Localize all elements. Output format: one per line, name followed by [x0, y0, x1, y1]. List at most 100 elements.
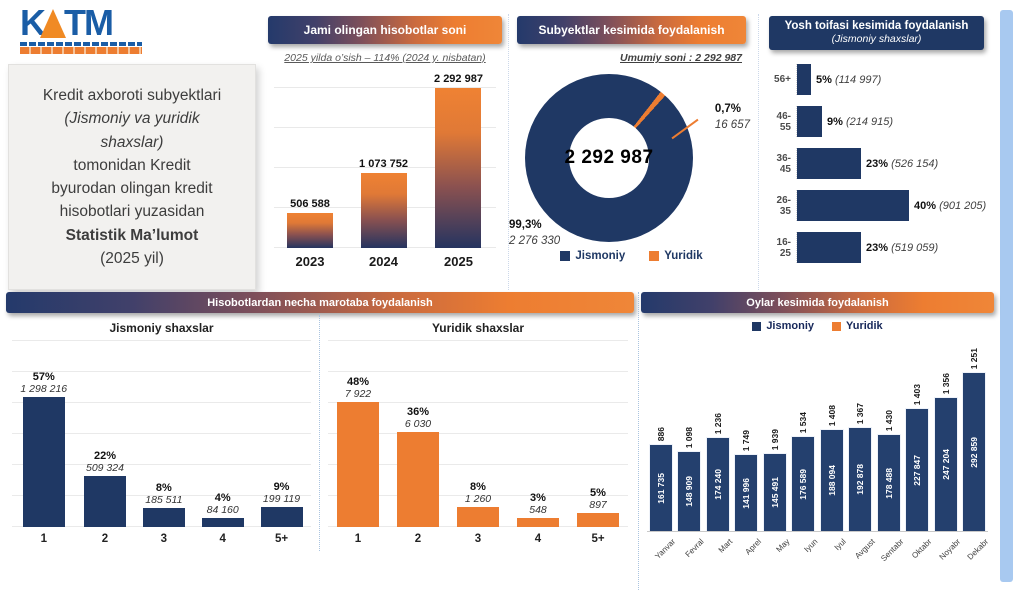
usage-bar [397, 432, 439, 527]
panel-usage-frequency: Hisobotlardan necha marotaba foydalanish… [4, 292, 636, 590]
month-label-wrap: Aprel [732, 532, 763, 564]
jismoniy-value-label: 227 847 [912, 454, 923, 486]
bar-value-label: 506 588 [290, 198, 330, 210]
year-bar-column: 2 292 987 2025 [434, 73, 483, 270]
bar-2023 [287, 213, 334, 248]
panel-age-groups: Yosh toifasi kesimida foydalanish (Jismo… [758, 14, 994, 290]
age-percent: 5% [816, 73, 832, 86]
usage-bar [457, 507, 499, 527]
age-bar [797, 190, 909, 221]
jismoniy-value-label: 178 488 [883, 467, 894, 499]
age-bar [797, 64, 811, 95]
age-percent: 23% [866, 157, 889, 170]
age-value-label: 23% (526 154) [866, 158, 938, 170]
month-label-wrap: Sentabr [875, 532, 905, 564]
jismoniy-bar: 141 996 [734, 454, 759, 532]
usage-bar [577, 513, 619, 527]
yuridik-value-label: 1 534 [798, 411, 809, 433]
usage-bar [142, 508, 185, 527]
month-label-wrap: Fevral [675, 532, 706, 564]
yuridik-value-label: 1 236 [712, 412, 723, 434]
legend-label: Jismoniy [575, 250, 626, 262]
katm-logo-text: K TM [20, 5, 152, 41]
month-column: 1 367 192 878 Avgust [846, 334, 877, 564]
age-value-label: 23% (519 059) [866, 242, 938, 254]
usage-bar [260, 507, 303, 527]
usage-count: 6 030 [404, 418, 432, 430]
month-label: Oktabr [910, 537, 934, 561]
jismoniy-value-label: 176 589 [798, 468, 809, 500]
usage-bar-column: 8% 185 511 3 [142, 482, 185, 551]
usage-x-label: 2 [414, 533, 422, 545]
age-bar-track: 5% (114 997) [796, 64, 992, 95]
yuridik-value-label: 1 251 [968, 347, 979, 369]
jismoniy-value-label: 188 094 [826, 465, 837, 496]
age-bar-track: 40% (901 205) [796, 190, 992, 221]
jismoniy-value-label: 145 491 [769, 477, 780, 508]
panel-total-reports-subtitle: 2025 yilda o’sish – 114% (2024 y. nisbat… [284, 52, 486, 64]
age-bar-chart: 56+ 5% (114 997) 46-55 9% (214 915) 36-4… [761, 63, 992, 264]
usage-percent: 9% [273, 481, 290, 493]
panel-monthly-usage: Oylar kesimida foydalanish Jismoniy Yuri… [638, 292, 996, 590]
usage-percent: 48% [346, 376, 370, 388]
jismoniy-bar: 176 589 [791, 436, 816, 532]
usage-bar-column: 3% 548 4 [517, 492, 559, 551]
usage-percent: 22% [93, 450, 116, 462]
report-title-box: Kredit axboroti subyektlari (Jismoniy va… [8, 64, 256, 290]
age-header-title: Yosh toifasi kesimida foydalanish [784, 20, 969, 32]
month-label: Avgust [852, 537, 877, 561]
jismoniy-bar: 174 240 [705, 437, 730, 532]
legend-label: Jismoniy [766, 320, 814, 332]
age-count: (901 205) [939, 199, 987, 212]
jismoniy-bar: 192 878 [848, 427, 873, 532]
title-line: Kredit axboroti subyektlari [42, 87, 222, 104]
month-column: 1 408 188 094 Iyul [818, 334, 848, 564]
jismoniy-value-label: 292 859 [968, 436, 979, 468]
total-reports-chart: 506 588 2023 1 073 752 2024 2 292 987 20… [274, 68, 496, 270]
usage-x-label: 3 [474, 533, 482, 545]
jismoniy-slice-label: 99,3% 2 276 330 [509, 218, 560, 249]
usage-count: 897 [589, 499, 607, 511]
usage-count: 1 260 [464, 493, 492, 505]
usage-bar-column: 57% 1 298 216 1 [20, 371, 67, 551]
legend-label: Yuridik [664, 250, 703, 262]
age-category-label: 16-25 [776, 236, 791, 259]
usage-bar-column: 22% 509 324 2 [83, 450, 126, 551]
age-count: (526 154) [891, 157, 939, 170]
month-column: 1 430 178 488 Sentabr [875, 334, 905, 564]
baseline [647, 531, 988, 532]
year-bar-column: 1 073 752 2024 [359, 158, 408, 270]
logo-triangle-a-icon [40, 8, 66, 38]
usage-chart-title: Jismoniy shaxslar [109, 321, 214, 335]
usage-percent: 8% [470, 481, 486, 493]
usage-count: 509 324 [86, 462, 124, 474]
age-bar [797, 106, 822, 137]
jismoniy-value-label: 247 204 [940, 449, 951, 480]
panel-total-reports-header: Jami olingan hisobotlar soni [268, 16, 502, 44]
usage-x-label: 2 [101, 533, 109, 545]
usage-bar [201, 518, 244, 527]
age-percent: 9% [827, 115, 843, 128]
month-column: 1 098 148 909 Fevral [675, 334, 706, 564]
usage-bar-column: 8% 1 260 3 [457, 481, 499, 551]
month-column: 1 403 227 847 Oktabr [903, 334, 934, 564]
age-percent: 23% [866, 241, 889, 254]
logo-tagline-bar-orange [20, 46, 142, 54]
age-row: 36-45 23% (526 154) [769, 147, 992, 180]
usage-x-label: 4 [219, 533, 226, 545]
age-value-label: 40% (901 205) [914, 200, 986, 212]
age-value-label: 5% (114 997) [816, 74, 881, 86]
panel-age-header: Yosh toifasi kesimida foydalanish (Jismo… [769, 16, 984, 50]
usage-percent: 8% [155, 482, 172, 494]
age-row: 56+ 5% (114 997) [769, 63, 992, 96]
year-bar-column: 506 588 2023 [287, 198, 334, 270]
month-label-wrap: Iyul [818, 532, 848, 564]
panel-total-reports: Jami olingan hisobotlar soni 2025 yilda … [262, 14, 508, 290]
age-row: 46-55 9% (214 915) [769, 105, 992, 138]
usage-percent: 4% [214, 492, 231, 504]
age-percent: 40% [914, 199, 937, 212]
usage-count: 84 160 [206, 504, 239, 516]
usage-count: 7 922 [344, 388, 372, 400]
month-label: Yanvar [653, 537, 678, 561]
usage-x-label: 1 [40, 533, 47, 545]
